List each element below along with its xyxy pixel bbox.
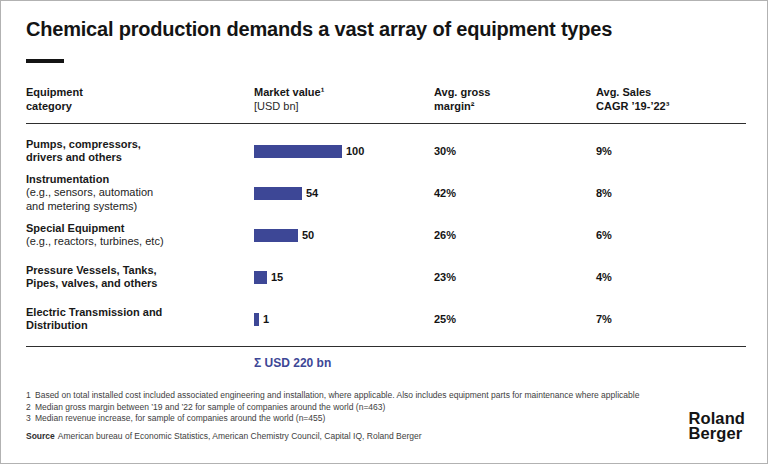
equipment-category-subtitle: (e.g., reactors, turbines, etc) <box>26 235 244 249</box>
table-row: Pumps, compressors, drivers and others 1… <box>26 130 746 172</box>
gross-margin-value: 26% <box>434 229 456 241</box>
market-value-bar <box>254 229 298 242</box>
gross-margin-cell: 26% <box>434 229 596 241</box>
market-value-label: 54 <box>306 187 318 199</box>
equipment-category-title: Pumps, compressors, drivers and others <box>26 138 244 165</box>
market-value-cell: 1 <box>254 313 434 326</box>
sales-cagr-value: 9% <box>596 145 612 157</box>
market-value-label: 15 <box>271 271 283 283</box>
total-market-value: Σ USD 220 bn <box>254 356 331 370</box>
footnote: 3 Median revenue increase, for sample of… <box>26 413 746 425</box>
logo-line-2: Berger <box>688 426 745 441</box>
footnote-number: 3 <box>26 413 35 425</box>
market-value-label: 1 <box>263 313 269 325</box>
equipment-category-subtitle: (e.g., sensors, automation and metering … <box>26 186 244 213</box>
roland-berger-logo: Roland Berger <box>688 411 745 441</box>
sales-cagr-value: 8% <box>596 187 612 199</box>
equipment-category-title: Special Equipment <box>26 222 244 236</box>
table-row: Special Equipment (e.g., reactors, turbi… <box>26 214 746 256</box>
footnote-text: Median revenue increase, for sample of c… <box>35 413 325 425</box>
title-underline <box>26 59 64 63</box>
column-header-gross-margin: Avg. gross margin² <box>434 85 596 113</box>
sales-cagr-cell: 4% <box>596 271 746 283</box>
gross-margin-value: 23% <box>434 271 456 283</box>
sales-cagr-cell: 8% <box>596 187 746 199</box>
footnote-text: Based on total installed cost included a… <box>35 390 639 402</box>
equipment-category-title: Electric Transmission and Distribution <box>26 306 244 333</box>
source-text: American bureau of Economic Statistics, … <box>58 431 422 441</box>
sales-cagr-value: 7% <box>596 313 612 325</box>
market-value-label: 100 <box>346 145 364 157</box>
equipment-category-title: Pressure Vessels, Tanks, Pipes, valves, … <box>26 264 244 291</box>
column-header-sales-cagr: Avg. Sales CAGR ’19-’22³ <box>596 85 746 113</box>
equipment-category-title: Instrumentation <box>26 173 244 187</box>
market-value-cell: 54 <box>254 187 434 200</box>
gross-margin-value: 42% <box>434 187 456 199</box>
column-header-label: Avg. Sales CAGR ’19-’22³ <box>596 85 746 113</box>
sales-cagr-value: 6% <box>596 229 612 241</box>
market-value-bar <box>254 313 259 326</box>
gross-margin-cell: 25% <box>434 313 596 325</box>
sales-cagr-cell: 9% <box>596 145 746 157</box>
slide-canvas: Chemical production demands a vast array… <box>0 0 768 464</box>
market-value-bar <box>254 145 342 158</box>
table-row: Electric Transmission and Distribution 1… <box>26 298 746 340</box>
market-value-label: 50 <box>302 229 314 241</box>
equipment-table-body: Pumps, compressors, drivers and others 1… <box>26 130 746 340</box>
sales-cagr-cell: 7% <box>596 313 746 325</box>
equipment-category-cell: Pumps, compressors, drivers and others <box>26 138 254 165</box>
market-value-cell: 50 <box>254 229 434 242</box>
column-header-market-value: Market value¹ [USD bn] <box>254 85 434 113</box>
header-divider <box>26 123 746 124</box>
page-title: Chemical production demands a vast array… <box>26 18 612 41</box>
column-header-label: Equipment category <box>26 85 254 113</box>
gross-margin-value: 30% <box>434 145 456 157</box>
table-row: Pressure Vessels, Tanks, Pipes, valves, … <box>26 256 746 298</box>
gross-margin-cell: 30% <box>434 145 596 157</box>
equipment-category-cell: Pressure Vessels, Tanks, Pipes, valves, … <box>26 264 254 291</box>
market-value-cell: 100 <box>254 145 434 158</box>
market-value-bar <box>254 271 267 284</box>
column-header-label: Market value¹ <box>254 85 434 99</box>
footnote-text: Median gross margin between ’19 and ’22 … <box>35 402 385 414</box>
column-header-label: Avg. gross margin² <box>434 85 596 113</box>
total-divider <box>26 346 746 347</box>
source-label: Source <box>26 431 55 441</box>
gross-margin-cell: 42% <box>434 187 596 199</box>
sales-cagr-cell: 6% <box>596 229 746 241</box>
footnote-number: 2 <box>26 402 35 414</box>
market-value-cell: 15 <box>254 271 434 284</box>
source-line: SourceAmerican bureau of Economic Statis… <box>26 431 422 441</box>
footnote-number: 1 <box>26 390 35 402</box>
sales-cagr-value: 4% <box>596 271 612 283</box>
footnotes: 1 Based on total installed cost included… <box>26 390 746 425</box>
footnote: 2 Median gross margin between ’19 and ’2… <box>26 402 746 414</box>
column-header-equipment-category: Equipment category <box>26 85 254 113</box>
column-header-unit: [USD bn] <box>254 99 434 113</box>
gross-margin-cell: 23% <box>434 271 596 283</box>
gross-margin-value: 25% <box>434 313 456 325</box>
table-header-row: Equipment category Market value¹ [USD bn… <box>26 85 746 113</box>
equipment-category-cell: Instrumentation (e.g., sensors, automati… <box>26 173 254 214</box>
equipment-category-cell: Special Equipment (e.g., reactors, turbi… <box>26 222 254 249</box>
footnote: 1 Based on total installed cost included… <box>26 390 746 402</box>
equipment-category-cell: Electric Transmission and Distribution <box>26 306 254 333</box>
table-row: Instrumentation (e.g., sensors, automati… <box>26 172 746 214</box>
market-value-bar <box>254 187 302 200</box>
